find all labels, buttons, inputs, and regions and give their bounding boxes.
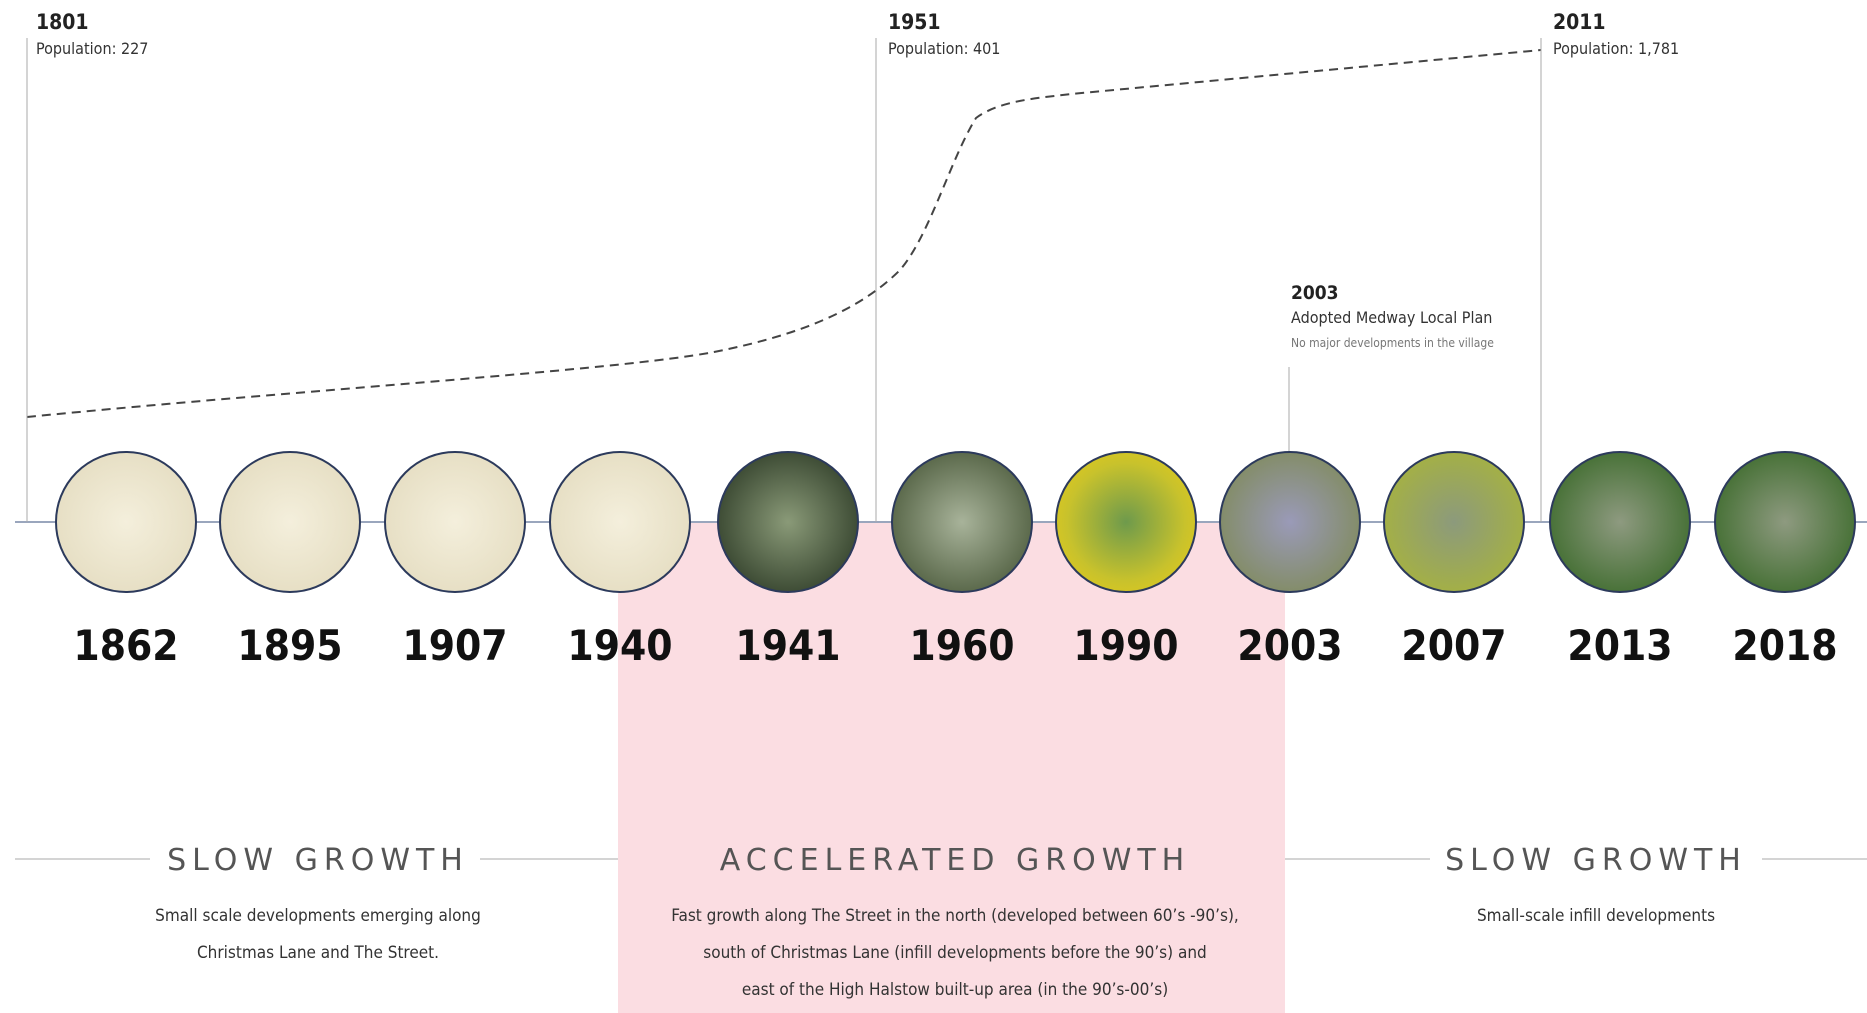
marker-label: Population: 1,781 — [1553, 39, 1679, 58]
timeline-image — [1220, 452, 1360, 592]
timeline-year: 1862 — [73, 621, 178, 670]
timeline-image — [1384, 452, 1524, 592]
timeline-year: 1941 — [735, 621, 840, 670]
timeline-image — [1056, 452, 1196, 592]
timeline-diagram: 1801 Population: 227 1951 Population: 40… — [0, 0, 1867, 1013]
phase-title: SLOW GROWTH — [167, 843, 469, 878]
plan-title: Adopted Medway Local Plan — [1291, 308, 1492, 327]
timeline-year: 1990 — [1073, 621, 1178, 670]
timeline-items: 1862 1895 1907 1940 1941 1960 1990 2003 2007 2013… — [56, 452, 1855, 670]
phase-description: Small scale developments emerging along — [155, 906, 481, 926]
timeline-image — [56, 452, 196, 592]
timeline-year: 2013 — [1567, 621, 1672, 670]
timeline-image — [892, 452, 1032, 592]
timeline-year: 1960 — [909, 621, 1014, 670]
marker-year: 2011 — [1553, 10, 1606, 34]
phase-description: east of the High Halstow built-up area (… — [742, 980, 1168, 1000]
marker-year: 1951 — [888, 10, 941, 34]
phase-description: south of Christmas Lane (infill developm… — [703, 943, 1207, 963]
plan-year: 2003 — [1291, 282, 1339, 304]
timeline-year: 2018 — [1732, 621, 1837, 670]
phase-description: Small-scale infill developments — [1477, 906, 1715, 926]
timeline-image — [718, 452, 858, 592]
timeline-image — [220, 452, 360, 592]
phase-title: SLOW GROWTH — [1445, 843, 1747, 878]
marker-year: 1801 — [36, 10, 89, 34]
phase-title: ACCELERATED GROWTH — [720, 843, 1191, 878]
timeline-image — [550, 452, 690, 592]
marker-label: Population: 401 — [888, 39, 1000, 58]
timeline-image — [1715, 452, 1855, 592]
accelerated-band — [618, 522, 1285, 1013]
phase-description: Fast growth along The Street in the nort… — [671, 906, 1239, 926]
timeline-year: 1907 — [402, 621, 507, 670]
timeline-image — [1550, 452, 1690, 592]
timeline-year: 2007 — [1401, 621, 1506, 670]
timeline-image — [385, 452, 525, 592]
timeline-year: 2003 — [1237, 621, 1342, 670]
timeline-year: 1895 — [237, 621, 342, 670]
phase-description: Christmas Lane and The Street. — [197, 943, 439, 963]
population-markers: 1801 Population: 227 1951 Population: 40… — [27, 10, 1679, 522]
marker-label: Population: 227 — [36, 39, 148, 58]
population-curve — [27, 50, 1541, 417]
timeline-year: 1940 — [567, 621, 672, 670]
plan-note: No major developments in the village — [1291, 336, 1494, 350]
